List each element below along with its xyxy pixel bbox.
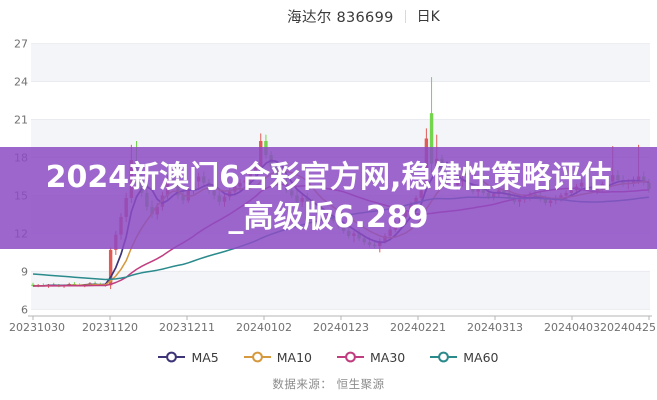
data-source-note: 数据来源： 恒生聚源	[0, 376, 657, 392]
svg-text:21: 21	[14, 114, 28, 127]
svg-text:20240313: 20240313	[467, 321, 523, 334]
legend-item-label: MA30	[370, 349, 406, 365]
ma10-legend-marker-icon	[243, 351, 271, 363]
stock-title: 海达尔 836699	[287, 9, 394, 26]
svg-text:6: 6	[21, 303, 28, 316]
legend-item-label: MA10	[276, 349, 313, 365]
legend-item-label: MA60	[463, 349, 499, 365]
svg-text:20240403: 20240403	[544, 321, 600, 334]
svg-text:24: 24	[14, 76, 28, 89]
svg-text:18: 18	[14, 151, 28, 164]
legend-item-ma5[interactable]: MA5	[158, 349, 219, 365]
svg-text:20231030: 20231030	[9, 321, 65, 334]
svg-text:20231211: 20231211	[159, 321, 215, 334]
period-tab-daily-k[interactable]: 日K	[416, 9, 440, 25]
legend-item-ma30[interactable]: MA30	[337, 350, 405, 365]
data-source-value: 恒生聚源	[336, 377, 385, 391]
ma-legend: MA5 MA10 MA30 MA60	[0, 347, 657, 367]
svg-text:20240102: 20240102	[236, 321, 292, 334]
ma60-legend-marker-icon	[430, 351, 458, 363]
ma5-legend-marker-icon	[158, 351, 186, 363]
header-divider	[404, 9, 406, 23]
legend-item-ma10[interactable]: MA10	[243, 349, 313, 365]
chart-header: 海达尔 836699 日K	[0, 5, 657, 27]
svg-text:9: 9	[21, 265, 28, 278]
svg-text:15: 15	[14, 189, 28, 202]
svg-text:20240123: 20240123	[313, 321, 369, 334]
svg-text:12: 12	[14, 227, 28, 240]
ma30-legend-marker-icon	[337, 351, 365, 363]
svg-text:20231120: 20231120	[82, 321, 138, 334]
legend-item-label: MA5	[191, 349, 219, 365]
svg-text:20240425: 20240425	[600, 321, 656, 334]
svg-text:20240221: 20240221	[390, 321, 446, 334]
data-source-label: 数据来源：	[272, 377, 333, 391]
svg-text:27: 27	[14, 38, 28, 51]
legend-item-ma60[interactable]: MA60	[430, 349, 499, 365]
